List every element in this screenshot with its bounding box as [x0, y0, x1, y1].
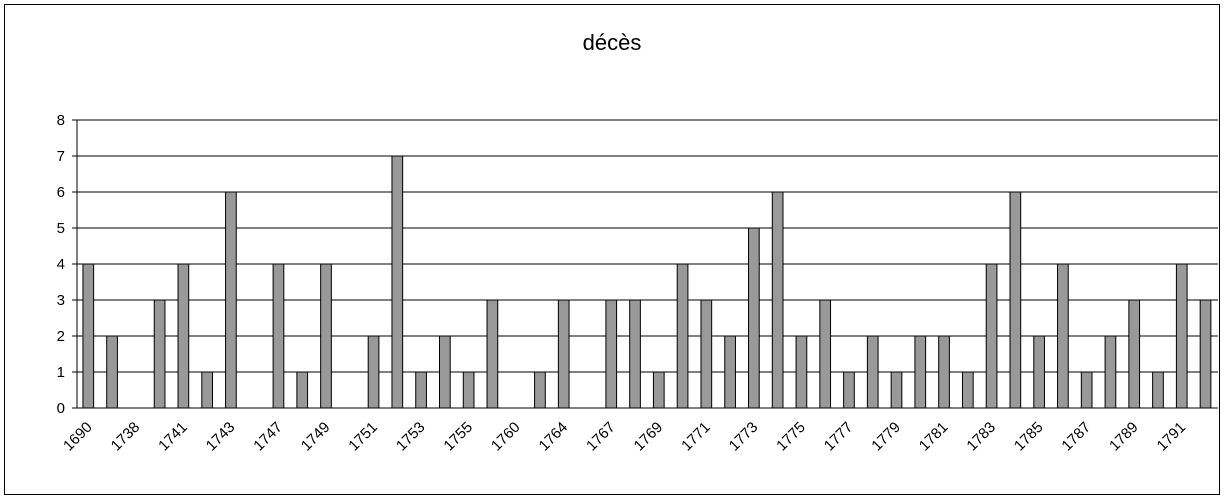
bar [1080, 371, 1093, 409]
bar [320, 263, 332, 409]
bar [843, 371, 855, 409]
bar [367, 335, 380, 409]
y-tick-label: 8 [57, 112, 65, 129]
bar [201, 371, 213, 409]
bar [272, 263, 285, 409]
y-tick-label: 1 [57, 364, 65, 381]
bar [439, 335, 451, 409]
bar [748, 227, 760, 409]
bar [1128, 299, 1141, 409]
bar [890, 371, 903, 409]
bar [1009, 191, 1022, 409]
bar [557, 299, 570, 409]
y-tick-label: 0 [57, 400, 65, 417]
y-tick-label: 5 [57, 220, 65, 237]
chart-border [4, 4, 1220, 495]
bar [961, 371, 974, 409]
bar [225, 191, 237, 409]
bar [1175, 263, 1188, 409]
bar [795, 335, 808, 409]
bar [771, 191, 784, 409]
bar [1152, 371, 1164, 409]
bar [819, 299, 832, 409]
bar [82, 263, 95, 409]
bar [985, 263, 998, 409]
y-tick-label: 6 [57, 184, 65, 201]
y-tick-label: 3 [57, 292, 65, 309]
bar [106, 335, 118, 409]
bar [462, 371, 475, 409]
bar [153, 299, 166, 409]
bar [914, 335, 927, 409]
bar [486, 299, 499, 409]
bar [391, 155, 404, 409]
bar [866, 335, 879, 409]
chart-title: décès [583, 30, 642, 55]
bar [676, 263, 689, 409]
bar [605, 299, 618, 409]
bar [296, 371, 309, 409]
y-tick-label: 2 [57, 328, 65, 345]
bar [1199, 299, 1212, 409]
bar [415, 371, 427, 409]
bar [534, 371, 546, 409]
bar [1104, 335, 1117, 409]
bar [629, 299, 641, 409]
bar [700, 299, 713, 409]
bar [652, 371, 665, 409]
y-tick-label: 7 [57, 148, 65, 165]
bar [177, 263, 190, 409]
y-tick-label: 4 [57, 256, 65, 273]
bar [724, 335, 736, 409]
bar [938, 335, 950, 409]
bar [1033, 335, 1045, 409]
bar [1057, 263, 1069, 409]
